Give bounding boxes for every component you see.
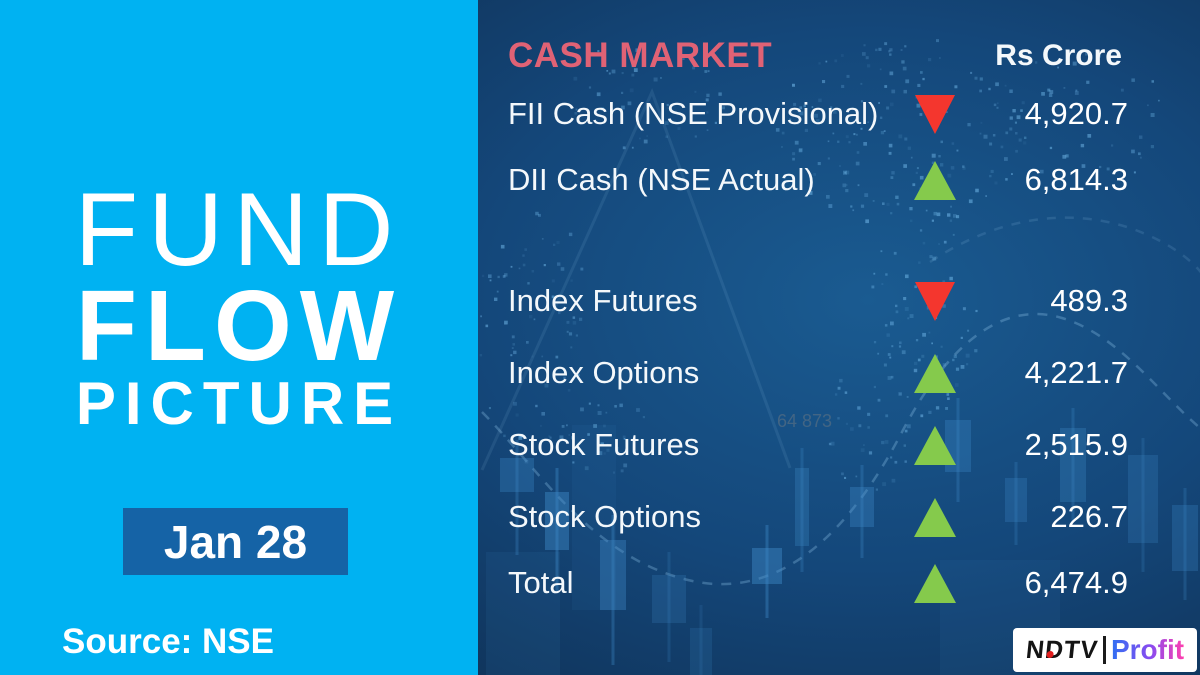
row-label: Total [508, 565, 574, 600]
ndtv-red-dot-icon [1046, 650, 1054, 658]
row-value: 489.3 [1050, 283, 1128, 318]
table-row: Stock Options 226.7 [508, 493, 1128, 541]
table-row: Stock Futures 2,515.9 [508, 421, 1128, 469]
logo-divider [1102, 636, 1106, 664]
row-value: 226.7 [1050, 499, 1128, 534]
dashed-trend-curve-2 [929, 216, 1200, 274]
row-value: 2,515.9 [1024, 427, 1128, 462]
row-label: Stock Futures [508, 427, 700, 462]
cash-market-panel: 64 873 CASH MARKET Rs Crore FII Cash (NS… [478, 0, 1200, 675]
row-label: Index Futures [508, 283, 698, 318]
direction-indicator [900, 497, 970, 537]
row-label: DII Cash (NSE Actual) [508, 162, 815, 197]
section-title: CASH MARKET [508, 36, 773, 75]
table-row: FII Cash (NSE Provisional) 4,920.7 [508, 90, 1128, 138]
trend-arrow-icon [914, 497, 956, 537]
ndtv-profit-logo: NDTV Profit [1013, 628, 1197, 672]
ndtv-wordmark: NDTV [1024, 635, 1100, 664]
row-value: 6,814.3 [1024, 162, 1128, 197]
trend-arrow-icon [915, 281, 955, 321]
dashed-trend-curve [481, 312, 1200, 586]
direction-indicator [900, 353, 970, 393]
profit-wordmark: Profit [1110, 634, 1185, 665]
title-fund: FUND [74, 172, 404, 288]
direction-indicator [900, 281, 970, 321]
trend-arrow-icon [914, 160, 956, 200]
title-flow: FLOW [75, 270, 403, 382]
direction-indicator [900, 160, 970, 200]
date-badge: Jan 28 [123, 508, 348, 575]
direction-indicator [900, 425, 970, 465]
unit-label: Rs Crore [995, 39, 1122, 72]
faint-blocks [486, 425, 1060, 675]
source-note: Source: NSE [62, 622, 274, 661]
streak-lines [480, 88, 792, 471]
title-panel: FUND FLOW PICTURE Jan 28 Source: NSE [0, 0, 478, 675]
row-label: Stock Options [508, 499, 701, 534]
row-value: 4,221.7 [1024, 355, 1128, 390]
trend-arrow-icon [914, 353, 956, 393]
direction-indicator [900, 94, 970, 134]
trend-arrow-icon [914, 563, 956, 603]
trend-arrow-icon [914, 425, 956, 465]
table-row: DII Cash (NSE Actual) 6,814.3 [508, 156, 1128, 204]
row-value: 4,920.7 [1024, 96, 1128, 131]
table-row: Index Futures 489.3 [508, 277, 1128, 325]
table-row: Total 6,474.9 [508, 559, 1128, 607]
price-watermark: 64 873 [777, 411, 832, 431]
table-row: Index Options 4,221.7 [508, 349, 1128, 397]
trend-arrow-icon [915, 94, 955, 134]
row-value: 6,474.9 [1024, 565, 1128, 600]
row-label: FII Cash (NSE Provisional) [508, 96, 879, 131]
title-picture: PICTURE [75, 370, 403, 437]
row-label: Index Options [508, 355, 700, 390]
direction-indicator [900, 563, 970, 603]
table-header: CASH MARKET Rs Crore [508, 32, 1128, 80]
